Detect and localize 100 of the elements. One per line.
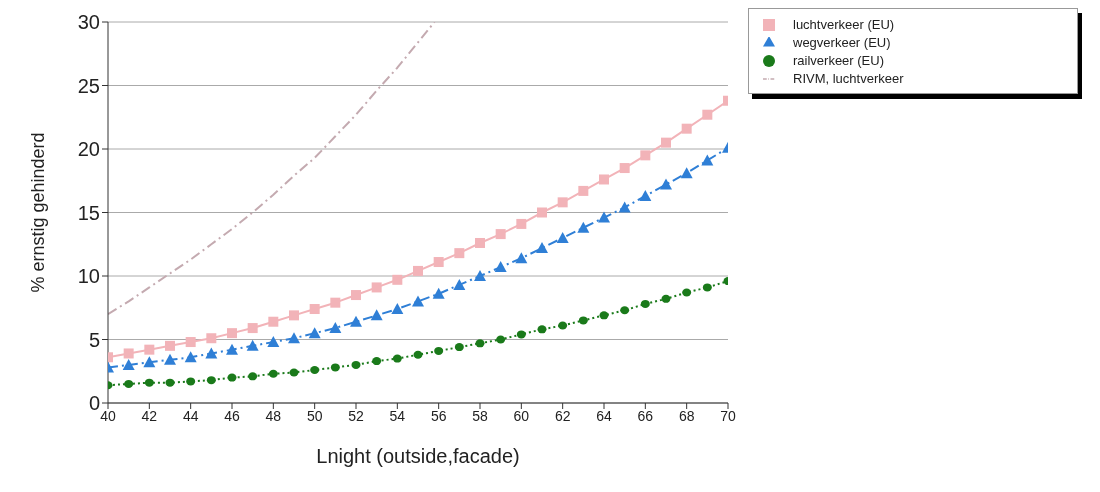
point — [392, 354, 402, 363]
line-series — [108, 22, 436, 316]
point — [619, 163, 630, 174]
legend-label: railverkeer (EU) — [793, 53, 885, 68]
x-tick-label: 68 — [678, 407, 695, 424]
x-tick-label: 58 — [472, 407, 488, 424]
x-tick-label: 44 — [182, 407, 199, 424]
point — [288, 332, 300, 344]
point — [640, 299, 650, 308]
legend-label: RIVM, luchtverkeer — [793, 71, 904, 86]
point — [413, 350, 423, 359]
point — [682, 288, 692, 297]
point — [702, 109, 713, 120]
point — [289, 310, 299, 321]
point — [618, 201, 631, 213]
point — [537, 325, 547, 334]
point — [556, 231, 569, 243]
point — [329, 322, 342, 334]
point — [143, 356, 156, 368]
point — [661, 137, 671, 148]
point — [226, 343, 238, 355]
y-tick-label: 5 — [88, 328, 100, 351]
point — [453, 278, 466, 290]
point — [496, 335, 506, 344]
point — [577, 221, 590, 233]
point — [330, 297, 341, 308]
point — [660, 178, 672, 190]
point — [494, 261, 507, 273]
x-tick-label: 48 — [265, 407, 282, 424]
point — [701, 154, 714, 166]
point — [392, 274, 403, 285]
x-tick-label: 70 — [720, 407, 736, 424]
point — [289, 368, 299, 377]
y-tick-label: 20 — [77, 138, 100, 161]
point — [123, 348, 134, 359]
point — [558, 321, 568, 330]
point — [350, 315, 362, 327]
point — [661, 294, 671, 303]
point — [165, 340, 175, 351]
point — [599, 311, 609, 320]
point — [412, 295, 424, 307]
point — [268, 369, 278, 378]
point — [267, 336, 280, 348]
point — [309, 304, 320, 315]
point — [515, 252, 528, 264]
point — [330, 363, 340, 372]
point — [227, 328, 237, 339]
point — [432, 287, 445, 299]
point — [557, 197, 568, 208]
point — [433, 257, 444, 268]
point — [475, 339, 485, 348]
point — [165, 378, 175, 387]
point — [516, 218, 527, 229]
point — [434, 346, 444, 355]
y-tick-label: 25 — [77, 74, 100, 97]
point — [475, 237, 485, 248]
point — [351, 360, 361, 369]
x-tick-label: 50 — [306, 407, 323, 424]
point — [702, 283, 712, 292]
point — [144, 378, 154, 387]
x-tick-label: 56 — [430, 407, 447, 424]
y-tick-label: 10 — [77, 265, 100, 288]
point — [205, 347, 218, 359]
point — [681, 123, 692, 134]
point — [248, 372, 258, 381]
point — [310, 365, 320, 374]
x-tick-label: 62 — [554, 407, 571, 424]
point — [268, 316, 279, 327]
point — [206, 376, 216, 385]
point — [680, 167, 693, 179]
point — [454, 343, 464, 352]
point — [308, 327, 321, 339]
point — [371, 282, 382, 293]
point — [620, 306, 630, 315]
point — [227, 373, 237, 382]
point — [206, 333, 217, 344]
x-tick-label: 64 — [596, 407, 612, 424]
point — [370, 309, 383, 321]
point — [578, 316, 588, 325]
point — [639, 189, 652, 201]
y-tick-label: 30 — [77, 11, 100, 34]
x-tick-label: 42 — [141, 407, 158, 424]
x-tick-label: 54 — [389, 407, 406, 424]
point — [185, 337, 196, 348]
point — [351, 290, 361, 301]
point — [246, 339, 259, 351]
point — [578, 185, 589, 196]
point — [495, 229, 506, 240]
point — [598, 211, 610, 223]
point — [372, 357, 382, 366]
point — [474, 270, 486, 281]
point — [516, 330, 526, 339]
x-tick-label: 60 — [513, 407, 530, 424]
point — [247, 323, 258, 334]
point — [413, 265, 423, 276]
point — [144, 344, 155, 355]
point — [640, 150, 651, 161]
x-tick-label: 46 — [224, 407, 240, 424]
point — [186, 377, 196, 386]
point — [122, 358, 135, 370]
